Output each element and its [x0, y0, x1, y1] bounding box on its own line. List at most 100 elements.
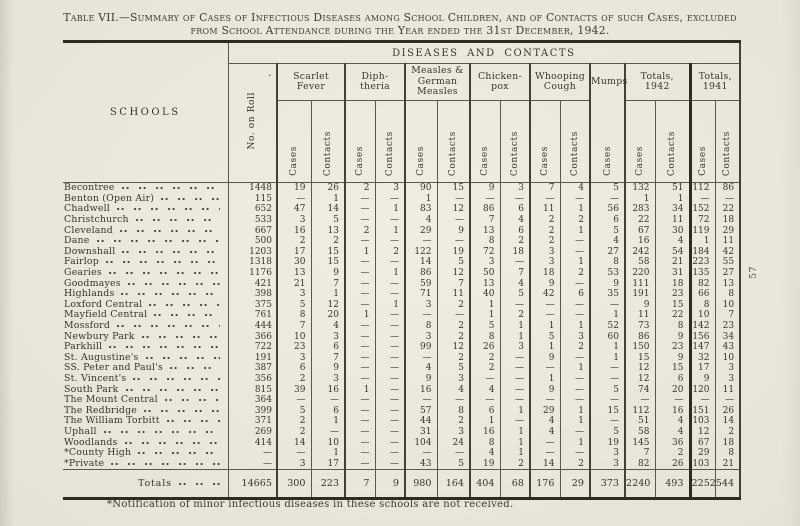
totals-1942-cases-value: 15 [625, 352, 656, 364]
measles-cases-value: 86 [405, 267, 438, 279]
dot-leader [111, 459, 220, 468]
measles-contacts-value: 5 [437, 458, 471, 470]
table-title-line1: Table VII.—Summary of Cases of Infectiou… [63, 11, 737, 24]
scarlet-fever-cases-value: 2 [277, 373, 312, 385]
totals-1942-contacts-value: 4 [655, 235, 692, 247]
totals-1942-cases-value: 283 [625, 204, 656, 215]
whooping-cough-cases-value: 1 [530, 373, 561, 385]
dot-leader [103, 427, 220, 436]
no-on-roll-value: 191 [227, 352, 278, 364]
chickenpox-contacts-value: — [500, 363, 531, 374]
whooping-cough-cases-value: 4 [530, 426, 561, 438]
totals-1941-contacts-value: 8 [715, 447, 742, 459]
totals-1942-cases-value: 191 [625, 288, 656, 300]
totals-1942-cases-value: 112 [625, 405, 656, 417]
diphtheria-cases-value: — [345, 214, 376, 226]
chickenpox-contacts-value: 18 [500, 246, 531, 258]
scarlet-fever-contacts-value: 3 [311, 373, 346, 385]
scarlet-fever-cases-value: 2 [277, 426, 312, 438]
totals-1942-contacts-value: 6 [655, 373, 692, 385]
whooping-cough-cases-value: 9 [530, 384, 561, 395]
chickenpox-cases-value: 2 [470, 363, 501, 374]
diphtheria-contacts-value: — [375, 331, 406, 342]
scarlet-fever-contacts-value: — [311, 426, 346, 438]
whooping-cough-cases-value: 7 [530, 182, 561, 194]
dot-leader [144, 406, 220, 415]
school-name: South Park [64, 383, 119, 395]
mumps-cases-value: 27 [590, 246, 626, 258]
page-number: 57 [749, 266, 759, 282]
totals-1941-cases-value: 82 [690, 278, 716, 289]
table-row: St. Augustine's 191 3 7— — —2 2—9—1 15 9 32 10 [63, 351, 742, 364]
chickenpox-contacts-value: — [500, 416, 531, 427]
mumps-cases-value: 15 [590, 405, 626, 417]
totals-1941-contacts-value: 29 [715, 225, 742, 236]
dot-leader [124, 438, 220, 447]
diphtheria-cases-value: — [345, 267, 376, 279]
school-name-cell: Christchurch [63, 215, 228, 226]
scarlet-fever-cases-value: 39 [277, 384, 312, 395]
scarlet-fever-contacts-value: 12 [311, 299, 346, 311]
school-name: Downshall [64, 245, 116, 257]
school-name-cell: Loxford Central [63, 299, 228, 311]
school-name: Christchurch [64, 214, 129, 226]
totals-1941-cases-value: 32 [690, 352, 716, 364]
chickenpox-contacts-value: 6 [500, 204, 531, 215]
chickenpox-cases-value: 50 [470, 267, 501, 279]
diphtheria-contacts-value: — [375, 193, 406, 205]
measles-cases-value: 83 [405, 204, 438, 215]
diphtheria-contacts-total: 9 [375, 469, 406, 501]
measles-contacts-value: 7 [437, 278, 471, 289]
chickenpox-contacts-value: 2 [500, 458, 531, 470]
totals-1942-contacts-value: 1 [655, 193, 692, 205]
cases-label: Cases [602, 146, 613, 176]
diphtheria-cases-value: — [345, 447, 376, 459]
chickenpox-contacts-value: 6 [500, 225, 531, 236]
print-artifact-dot: . [268, 66, 272, 79]
totals-1942-contacts-value: 2 [655, 447, 692, 459]
totals-1941-cases-value: 9 [690, 373, 716, 385]
whooping-cough-contacts-value: — [560, 235, 591, 247]
scarlet-fever-contacts-value: 13 [311, 225, 346, 236]
school-name: St. Augustine's [64, 351, 139, 363]
no-on-roll-value: 444 [227, 320, 278, 332]
dot-leader [96, 237, 220, 246]
scarlet-fever-cases-value: — [277, 447, 312, 459]
totals-1941-contacts-value: 34 [715, 331, 742, 342]
scarlet-fever-cases-value: 3 [277, 458, 312, 470]
col-group-measles: Measles & German Measles [405, 63, 471, 101]
subcol-header-chickenpox-contacts: Contacts [500, 100, 531, 183]
totals-1941-contacts-value: 22 [715, 204, 742, 215]
totals-label: Totals [138, 477, 172, 489]
totals-1942-cases-value: — [625, 394, 656, 406]
mumps-cases-value: 60 [590, 331, 626, 342]
whooping-cough-cases-value: 14 [530, 458, 561, 470]
diphtheria-contacts-value: — [375, 214, 406, 226]
measles-contacts-value: — [437, 193, 471, 205]
whooping-cough-contacts-value: 1 [560, 225, 591, 236]
scarlet-fever-cases-total: 300 [277, 469, 312, 501]
scarlet-fever-contacts-value: 26 [311, 182, 346, 194]
no-on-roll-value: 652 [227, 204, 278, 215]
school-name-cell: Chadwell [63, 204, 228, 215]
measles-contacts-value: 2 [437, 352, 471, 364]
whooping-cough-cases-value: — [530, 299, 561, 311]
chickenpox-contacts-value: 2 [500, 235, 531, 247]
table-row: *County High — —1— — — —4 1— —3 7 2 29 8 [63, 447, 742, 459]
subcol-header-totals-1941-contacts: Contacts [715, 100, 742, 183]
measles-cases-value: 8 [405, 320, 438, 332]
totals-1942-contacts-value: 20 [655, 384, 692, 395]
whooping-cough-contacts-value: — [560, 447, 591, 459]
no-on-roll-label: No. on Roll [247, 92, 258, 150]
scarlet-fever-cases-value: — [277, 193, 312, 205]
school-name-cell: Cleveland [63, 225, 228, 236]
totals-1941-cases-value: 103 [690, 458, 716, 470]
no-on-roll-value: 421 [227, 278, 278, 289]
totals-1942-cases-value: 132 [625, 182, 656, 194]
mumps-cases-value: 52 [590, 320, 626, 332]
totals-label-cell: Totals [63, 469, 228, 501]
dot-leader [154, 311, 220, 320]
measles-cases-value: 99 [405, 341, 438, 353]
totals-1941-cases-value: 156 [690, 331, 716, 342]
